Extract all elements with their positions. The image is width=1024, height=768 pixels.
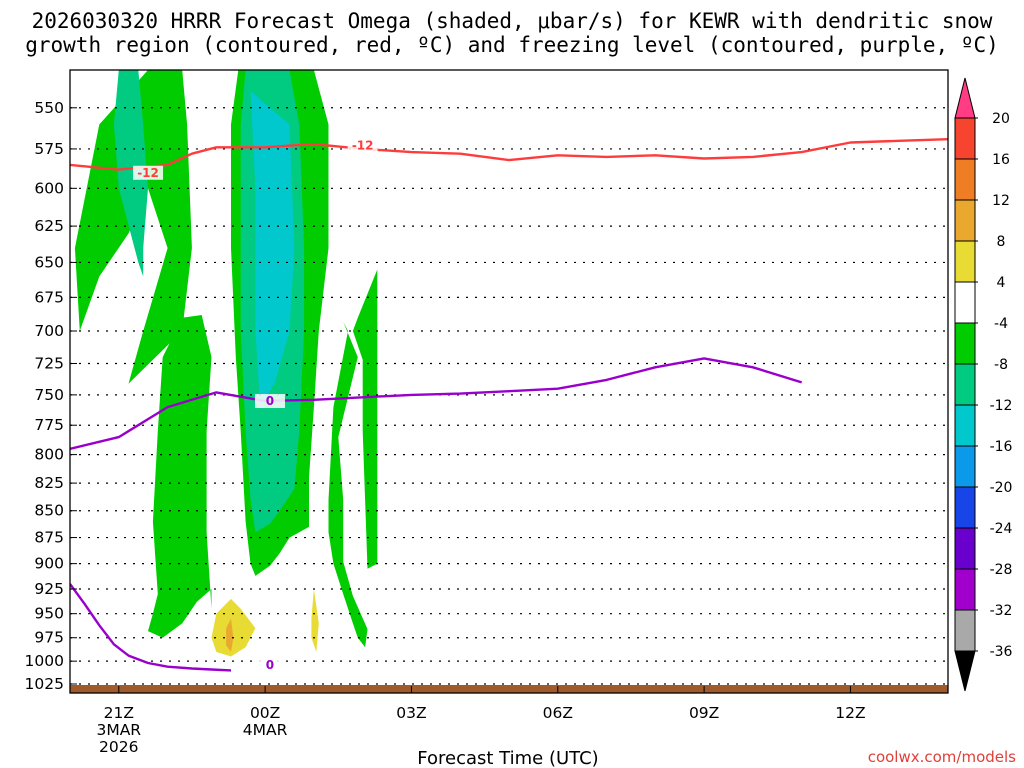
x-tick-label-21-0: 21Z (104, 704, 134, 722)
colorbar-box-3 (954, 240, 976, 283)
colorbar-box-10 (954, 527, 976, 570)
y-tick-label-875: 875 (34, 529, 64, 547)
y-tick-label-725: 725 (34, 354, 64, 372)
x-tick-label-36-0: 12Z (835, 704, 865, 722)
colorbar-label-9: -20 (990, 480, 1013, 496)
omega-positive-region-2 (311, 589, 319, 652)
x-tick-label-33-0: 09Z (689, 704, 719, 722)
omega-region-6 (328, 321, 368, 648)
colorbar-box-6 (954, 363, 976, 406)
contour-label-bg-0-0 (133, 165, 164, 180)
y-tick-label-750: 750 (34, 386, 64, 404)
colorbar-box-0 (954, 117, 976, 160)
colorbar-box-9 (954, 486, 976, 529)
y-tick-label-1025: 1025 (25, 675, 64, 693)
colorbar-label-2: 12 (992, 193, 1010, 209)
colorbar: 20 16 12 8 4 -4 -8 -12 -16 -20 -24 -28 -32 -36 (954, 77, 1013, 692)
colorbar-label-4: 4 (997, 275, 1006, 291)
y-tick-label-775: 775 (34, 416, 64, 434)
x-tick-label-24-1: 4MAR (243, 721, 288, 739)
contour-label-1-0: 0 (266, 394, 274, 408)
colorbar-label-13: -36 (990, 644, 1013, 660)
omega-region-2 (148, 315, 212, 638)
omega-region-1 (113, 70, 148, 277)
contour-label-bg-0-1 (347, 138, 378, 153)
contour-label-2-0: 0 (266, 658, 274, 672)
colorbar-label-7: -12 (990, 398, 1013, 414)
colorbar-box-12 (954, 609, 976, 652)
colorbar-box-1 (954, 158, 976, 201)
y-tick-label-1000: 1000 (25, 652, 64, 670)
y-tick-label-600: 600 (34, 179, 64, 197)
chart-title-line-2: growth region (contoured, red, ºC) and f… (25, 33, 999, 57)
chart-title-line-1: 2026030320 HRRR Forecast Omega (shaded, … (32, 9, 993, 33)
y-tick-label-675: 675 (34, 288, 64, 306)
x-tick-label-21-1: 3MAR (96, 721, 141, 739)
omega-region-7 (352, 269, 378, 569)
colorbar-box-5 (954, 322, 976, 365)
contour-label-bg-1-0 (254, 394, 285, 409)
colorbar-label-1: 16 (992, 152, 1010, 168)
y-tick-label-825: 825 (34, 474, 64, 492)
colorbar-box-7 (954, 404, 976, 447)
contour-layer: -12 -12 0 0 (70, 138, 948, 672)
x-tick-label-24-0: 00Z (250, 704, 280, 722)
y-tick-label-925: 925 (34, 580, 64, 598)
y-tick-label-575: 575 (34, 140, 64, 158)
y-tick-label-850: 850 (34, 502, 64, 520)
omega-positive-region-0 (211, 598, 256, 657)
colorbar-extend-top (954, 77, 976, 119)
y-tick-label-950: 950 (34, 605, 64, 623)
x-tick-label-27-0: 03Z (396, 704, 426, 722)
contour-line-1 (70, 357, 803, 450)
colorbar-label-10: -24 (990, 521, 1013, 537)
shaded-omega-layer (70, 70, 948, 693)
contour-line-2 (70, 583, 232, 672)
colorbar-label-6: -8 (994, 357, 1008, 373)
colorbar-box-2 (954, 199, 976, 242)
y-tick-label-650: 650 (34, 253, 64, 271)
contour-label-0-1: -12 (352, 139, 374, 153)
y-tick-label-550: 550 (34, 99, 64, 117)
y-tick-label-700: 700 (34, 322, 64, 340)
contour-label-bg-2-0 (254, 657, 285, 672)
colorbar-box-4 (954, 281, 976, 324)
colorbar-box-8 (954, 445, 976, 488)
omega-region-5 (250, 90, 295, 408)
y-tick-label-975: 975 (34, 629, 64, 647)
omega-positive-region-1 (226, 618, 234, 652)
y-tick-label-625: 625 (34, 217, 64, 235)
colorbar-label-5: -4 (994, 316, 1008, 332)
ground-strip (70, 685, 948, 693)
colorbar-label-0: 20 (992, 111, 1010, 127)
watermark: coolwx.com/models (868, 748, 1016, 766)
colorbar-label-8: -16 (990, 439, 1013, 455)
colorbar-label-3: 8 (997, 234, 1006, 250)
y-tick-label-900: 900 (34, 555, 64, 573)
plot-frame (69, 69, 949, 694)
colorbar-label-12: -32 (990, 603, 1013, 619)
axes-layer: 550 575 600 625 650 675 700 725 750 775 800 825 850 8… (25, 69, 949, 756)
x-tick-label-21-2: 2026 (99, 738, 138, 756)
x-axis-label: Forecast Time (UTC) (417, 748, 598, 768)
x-tick-label-30-0: 06Z (543, 704, 573, 722)
contour-line-0 (70, 138, 948, 171)
colorbar-extend-bottom (954, 650, 976, 692)
colorbar-box-11 (954, 568, 976, 611)
contour-label-0-0: -12 (137, 166, 159, 180)
omega-region-0 (74, 70, 192, 384)
y-tick-label-800: 800 (34, 446, 64, 464)
colorbar-label-11: -28 (990, 562, 1013, 578)
